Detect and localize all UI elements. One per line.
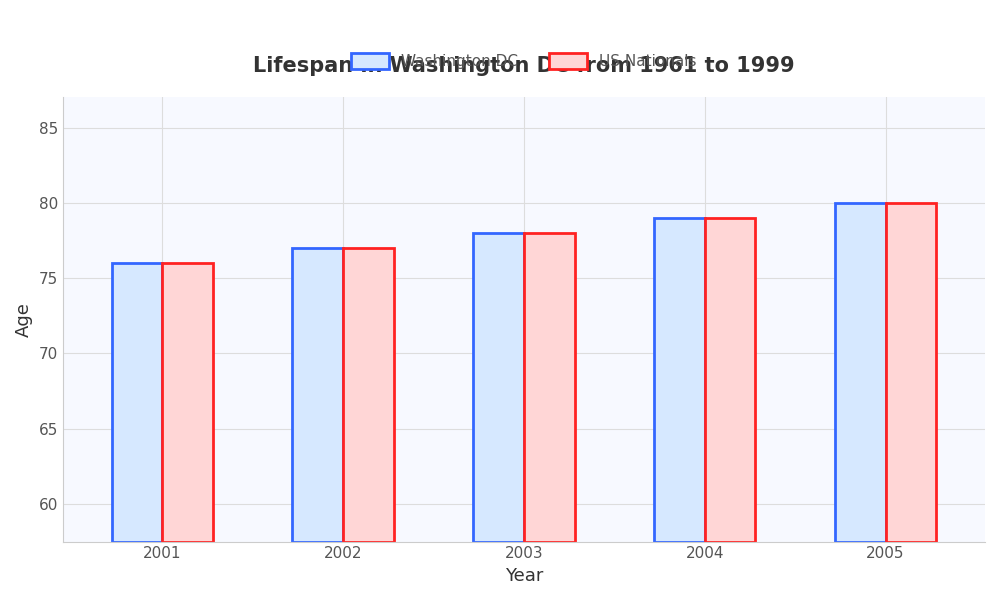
X-axis label: Year: Year [505,567,543,585]
Bar [112,263,162,542]
Bar [473,233,524,542]
Legend: Washington DC, US Nationals: Washington DC, US Nationals [345,47,703,76]
Bar [886,203,936,542]
Bar [343,248,394,542]
Bar [292,248,343,542]
Y-axis label: Age: Age [15,302,33,337]
Bar [524,233,575,542]
Bar [162,263,213,542]
Bar [835,203,886,542]
Bar [654,218,705,542]
Title: Lifespan in Washington DC from 1961 to 1999: Lifespan in Washington DC from 1961 to 1… [253,56,795,76]
Bar [705,218,755,542]
